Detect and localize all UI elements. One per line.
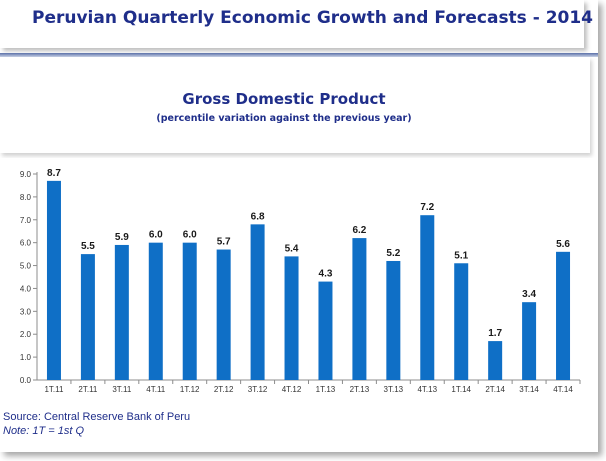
x-tick-label: 2T.13 [350, 385, 370, 394]
y-tick-label: 4.0 [20, 284, 32, 293]
bar-value-label: 6.2 [352, 225, 366, 236]
chart-subtitle: (percentile variation against the previo… [156, 113, 412, 124]
y-tick-label: 1.0 [20, 353, 32, 362]
y-tick-label: 9.0 [20, 170, 32, 179]
bar [556, 251, 571, 380]
bar [488, 341, 503, 380]
x-tick-label: 3T.11 [112, 385, 132, 394]
x-tick-label: 3T.13 [384, 385, 404, 394]
bar-value-label: 6.0 [183, 230, 197, 241]
bar-value-label: 1.7 [488, 328, 502, 339]
bar-value-label: 5.1 [454, 250, 468, 261]
bar-value-label: 6.8 [251, 211, 265, 222]
x-tick-label: 1T.14 [451, 385, 471, 394]
bar [46, 180, 61, 380]
x-tick-label: 2T.12 [214, 385, 234, 394]
y-tick-label: 2.0 [20, 330, 32, 339]
bar-value-label: 7.2 [420, 202, 434, 213]
y-tick-label: 8.0 [20, 193, 32, 202]
y-tick-label: 0.0 [20, 376, 32, 385]
bar-value-label: 8.7 [47, 168, 61, 179]
chart-title: Gross Domestic Product [182, 90, 386, 108]
bar [284, 256, 299, 380]
y-tick-label: 6.0 [20, 239, 32, 248]
bar [182, 242, 197, 380]
bar [420, 215, 435, 380]
bar-value-label: 6.0 [149, 230, 163, 241]
bar [250, 224, 265, 380]
bar-value-label: 5.7 [217, 237, 231, 248]
y-tick-label: 7.0 [20, 216, 32, 225]
bar-value-label: 5.6 [556, 239, 570, 250]
x-tick-label: 3T.14 [519, 385, 539, 394]
bar-value-label: 5.5 [81, 241, 95, 252]
bar [114, 244, 129, 380]
footnote: Note: 1T = 1st Q [3, 425, 85, 437]
bar [148, 242, 163, 380]
x-tick-label: 3T.12 [248, 385, 268, 394]
x-tick-label: 1T.11 [44, 385, 64, 394]
bar-value-label: 4.3 [319, 269, 333, 280]
bar-value-label: 3.4 [522, 289, 536, 300]
x-tick-label: 1T.13 [316, 385, 336, 394]
bar [522, 302, 537, 380]
divider-bar [0, 53, 598, 57]
y-tick-label: 3.0 [20, 307, 32, 316]
chart-header: Gross Domestic Product (percentile varia… [0, 57, 590, 153]
bar [80, 254, 95, 380]
page-title: Peruvian Quarterly Economic Growth and F… [32, 8, 594, 28]
bar [454, 263, 469, 380]
bar-value-label: 5.4 [285, 243, 299, 254]
bar-chart: 0.0 1.0 2.0 3.0 4.0 5.0 6.0 7.0 8.0 9.0 8.7 1T.11 5.… [20, 168, 581, 394]
source-note: Source: Central Reserve Bank of Peru [3, 411, 191, 423]
x-tick-label: 4T.13 [417, 385, 437, 394]
x-tick-label: 4T.11 [146, 385, 166, 394]
x-tick-label: 1T.12 [180, 385, 200, 394]
title-banner: Peruvian Quarterly Economic Growth and F… [0, 0, 593, 48]
bar-value-label: 5.2 [386, 248, 400, 259]
bar [318, 281, 333, 380]
bar [352, 238, 367, 380]
y-tick-label: 5.0 [20, 262, 32, 271]
bar [386, 260, 401, 380]
bar [216, 249, 231, 380]
x-tick-label: 2T.14 [485, 385, 505, 394]
x-tick-label: 4T.14 [553, 385, 573, 394]
bar-value-label: 5.9 [115, 232, 129, 243]
x-tick-label: 4T.12 [282, 385, 302, 394]
x-tick-label: 2T.11 [78, 385, 98, 394]
